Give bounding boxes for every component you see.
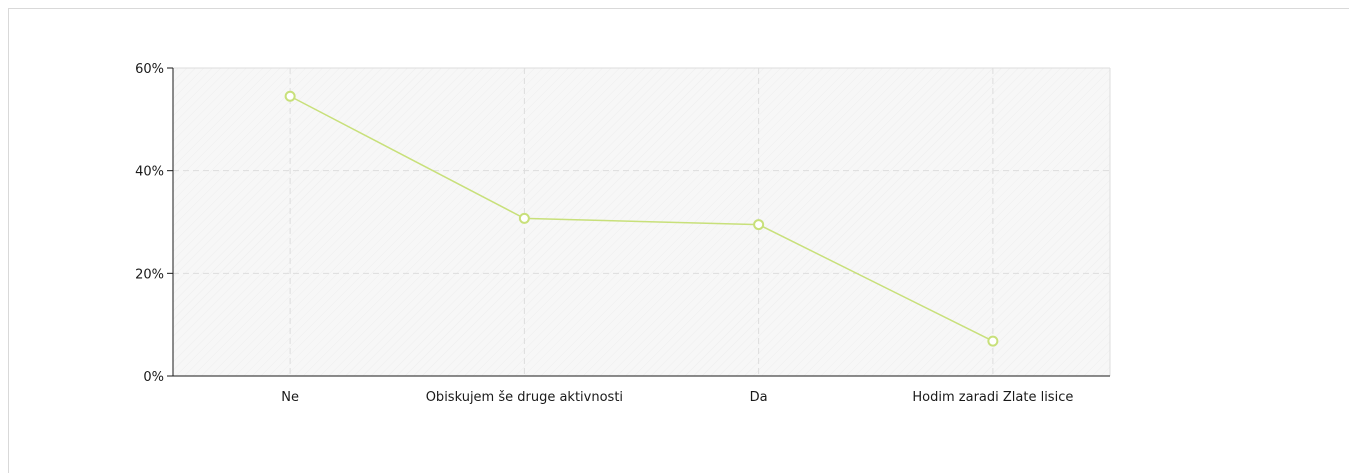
y-axis-tick-labels: 0% 20% 40% 60% [135,62,164,385]
x-tick-label: Ne [281,390,299,405]
series-1 [284,90,999,347]
data-point-3[interactable] [753,219,765,231]
data-point-4[interactable] [987,335,999,347]
chart-frame [8,8,1349,473]
axes [167,67,1110,377]
series-line [289,95,994,342]
y-tick-label: 0% [143,370,164,385]
x-tick-label: Hodim zaradi Zlate lisice [912,390,1073,405]
x-axis-tick-labels: Ne Obiskujem še druge aktivnosti Da Hodim z… [281,390,1073,405]
data-point-1[interactable] [284,90,296,102]
x-tick-label: Obiskujem še druge aktivnosti [426,390,623,405]
y-tick-label: 20% [135,267,164,282]
y-tick-label: 60% [135,62,164,77]
x-tick-label: Da [750,390,768,405]
data-point-2[interactable] [518,212,530,224]
y-tick-label: 40% [135,165,164,180]
